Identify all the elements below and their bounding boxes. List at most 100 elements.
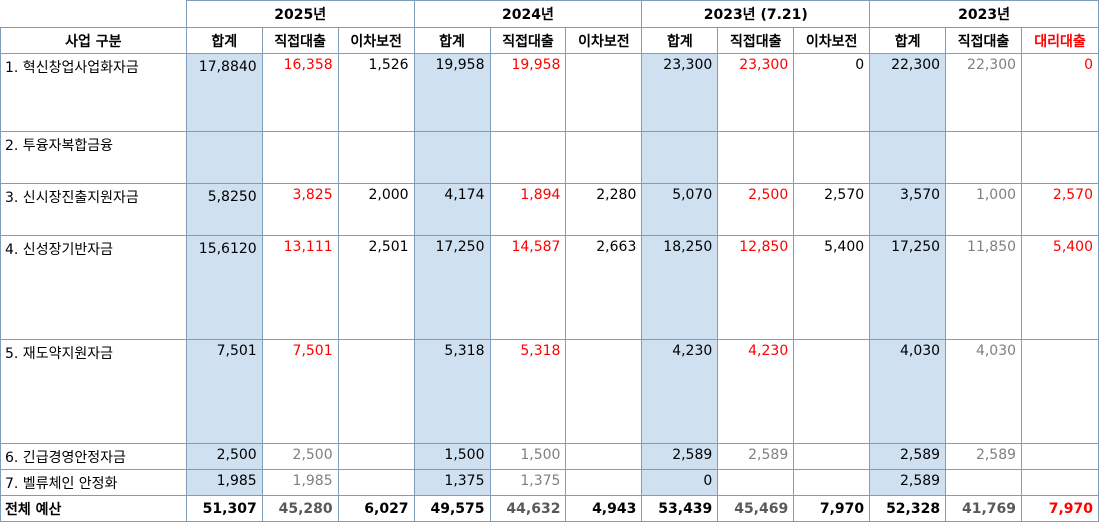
corner-cell [1,1,187,28]
value-cell: 2,589 [717,443,795,470]
value-cell: 1,000 [945,183,1023,236]
year-header-2023-0721: 2023년 (7.21) [641,0,871,28]
value-cell: 2,663 [565,235,643,340]
value-cell: 17,250 [413,235,491,340]
value-cell: 19,958 [413,53,491,132]
value-cell: 2,570 [1021,183,1099,236]
value-cell [565,53,643,132]
year-header-row: 2025년 2024년 2023년 (7.21) 2023년 [1,0,1099,28]
table-row: 2. 투융자복합금융 [0,131,1099,184]
value-cell: 4,030 [869,339,947,444]
value-cell [945,469,1023,496]
subheader-interest-subsidy: 이차보전 [793,27,871,54]
value-cell: 4,174 [413,183,491,236]
value-cell: 3,825 [261,183,339,236]
value-cell: 15,6120 [185,235,263,340]
value-cell: 5,070 [641,183,719,236]
value-cell [717,131,795,184]
value-cell: 18,250 [641,235,719,340]
value-cell: 4,230 [641,339,719,444]
value-cell: 2,500 [717,183,795,236]
value-cell: 16,358 [261,53,339,132]
value-cell [793,469,871,496]
value-cell: 1,375 [413,469,491,496]
value-cell: 5,400 [793,235,871,340]
subheader-sum: 합계 [185,27,263,54]
row-label: 2. 투융자복합금융 [0,131,187,184]
total-value-cell: 49,575 [413,495,491,522]
value-cell [869,131,947,184]
value-cell: 2,501 [337,235,415,340]
row-label: 5. 재도약지원자금 [0,339,187,444]
value-cell: 1,500 [413,443,491,470]
value-cell [793,339,871,444]
value-cell: 1,375 [489,469,567,496]
subheader-interest-subsidy: 이차보전 [337,27,415,54]
value-cell: 3,570 [869,183,947,236]
value-cell: 1,500 [489,443,567,470]
value-cell: 2,500 [185,443,263,470]
subheader-agency-loan: 대리대출 [1021,27,1099,54]
total-value-cell: 45,280 [261,495,339,522]
value-cell [337,443,415,470]
value-cell: 4,230 [717,339,795,444]
value-cell [565,469,643,496]
total-value-cell: 7,970 [793,495,871,522]
value-cell: 23,300 [717,53,795,132]
subheader-sum: 합계 [869,27,947,54]
value-cell [565,131,643,184]
total-value-cell: 53,439 [641,495,719,522]
row-label: 3. 신시장진출지원자금 [0,183,187,236]
value-cell [1021,339,1099,444]
row-label: 7. 벨류체인 안정화 [0,469,187,496]
total-value-cell: 52,328 [869,495,947,522]
table-row: 1. 혁신창업사업화자금 17,8840 16,358 1,526 19,958… [0,53,1099,132]
table-row: 5. 재도약지원자금 7,501 7,501 5,318 5,318 4,230… [0,339,1099,444]
value-cell: 1,526 [337,53,415,132]
value-cell: 2,589 [945,443,1023,470]
total-value-cell: 44,632 [489,495,567,522]
value-cell [717,469,795,496]
value-cell: 2,280 [565,183,643,236]
total-value-cell: 45,469 [717,495,795,522]
value-cell: 2,570 [793,183,871,236]
value-cell: 4,030 [945,339,1023,444]
row-label: 1. 혁신창업사업화자금 [0,53,187,132]
value-cell: 1,985 [185,469,263,496]
value-cell [793,131,871,184]
value-cell [261,131,339,184]
value-cell [337,131,415,184]
total-value-cell: 4,943 [565,495,643,522]
value-cell: 1,985 [261,469,339,496]
total-value-cell: 41,769 [945,495,1023,522]
value-cell: 11,850 [945,235,1023,340]
subheader-direct-loan: 직접대출 [489,27,567,54]
row-label: 4. 신성장기반자금 [0,235,187,340]
year-header-2023: 2023년 [869,0,1099,28]
value-cell [1021,443,1099,470]
table-row: 7. 벨류체인 안정화 1,985 1,985 1,375 1,375 0 2,… [0,469,1099,496]
category-header: 사업 구분 [0,27,187,54]
value-cell: 2,500 [261,443,339,470]
value-cell: 12,850 [717,235,795,340]
total-value-cell: 6,027 [337,495,415,522]
total-value-cell: 7,970 [1021,495,1099,522]
value-cell: 5,8250 [185,183,263,236]
value-cell: 2,589 [869,443,947,470]
value-cell: 7,501 [261,339,339,444]
value-cell: 5,318 [489,339,567,444]
value-cell: 1,894 [489,183,567,236]
total-row: 전체 예산 51,307 45,280 6,027 49,575 44,632 … [0,495,1099,522]
table-row: 4. 신성장기반자금 15,6120 13,111 2,501 17,250 1… [0,235,1099,340]
table-row: 3. 신시장진출지원자금 5,8250 3,825 2,000 4,174 1,… [0,183,1099,236]
subheader-sum: 합계 [641,27,719,54]
value-cell: 2,000 [337,183,415,236]
value-cell: 7,501 [185,339,263,444]
value-cell [489,131,567,184]
value-cell [793,443,871,470]
value-cell: 17,8840 [185,53,263,132]
value-cell [945,131,1023,184]
value-cell [413,131,491,184]
value-cell: 5,400 [1021,235,1099,340]
